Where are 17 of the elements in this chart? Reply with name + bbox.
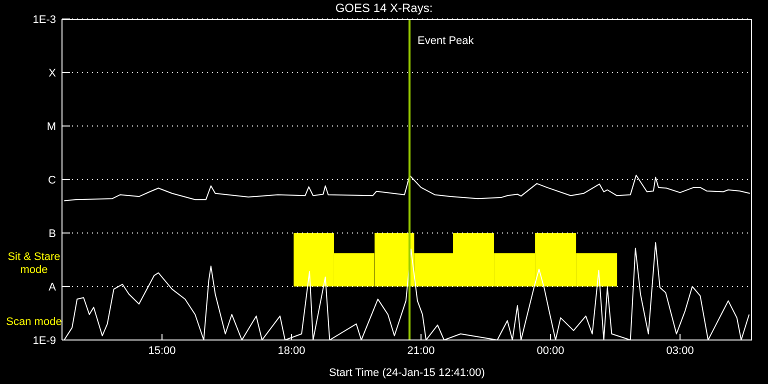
x-tick-label: 15:00: [148, 344, 176, 357]
y-tick-label: B: [48, 228, 56, 240]
x-tick-label: 00:00: [536, 344, 564, 357]
y-tick-label: C: [48, 174, 56, 186]
y-tick-label: 1E-9: [32, 334, 56, 347]
x-axis-title: Start Time (24-Jan-15 12:41:00): [329, 367, 485, 379]
text: Scan mode: [5, 316, 63, 329]
x-tick-label: 03:00: [666, 344, 694, 357]
y-tick-label: X: [48, 67, 57, 80]
ref-line-label: Event Peak: [418, 35, 474, 47]
x-tick-label: 21:00: [407, 344, 435, 357]
y-tick-label: A: [48, 281, 57, 294]
text: Sit & Stare mode: [6, 251, 62, 277]
chart-title: GOES 14 X-Rays:: [334, 1, 434, 15]
y-tick-label: 1E-3: [32, 14, 56, 26]
y-tick-label: M: [46, 120, 56, 133]
x-tick-label: 18:00: [278, 344, 306, 357]
